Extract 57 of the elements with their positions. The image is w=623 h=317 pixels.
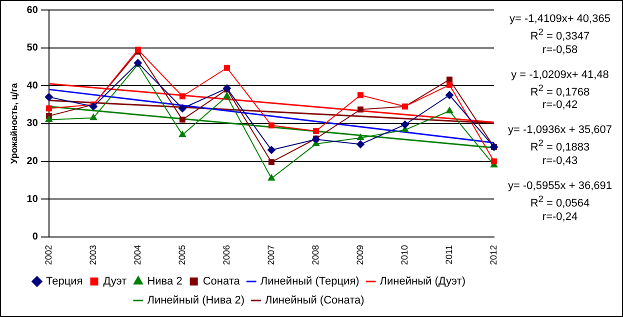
point	[446, 76, 452, 83]
text: y= -1,4109x+ 40,365 R$^{2}$ = 0,3347 r=-0,58	[508, 13, 612, 57]
x-tick-label: 2007	[266, 244, 276, 266]
point	[267, 146, 276, 154]
y-tick-label: 0	[32, 232, 38, 243]
point	[179, 116, 186, 123]
point	[44, 93, 53, 102]
point	[446, 82, 452, 88]
y-axis-title: Урожайность, ц/га	[8, 82, 19, 164]
point	[90, 114, 97, 120]
legend-label: Соната	[202, 276, 241, 288]
legend-label: Линейный (Нива 2)	[147, 294, 245, 307]
point	[358, 92, 364, 98]
legend-label: Линейный (Дуэт)	[380, 276, 466, 288]
y-tick-label: 30	[26, 118, 38, 130]
point	[445, 91, 454, 100]
point	[268, 122, 274, 128]
point	[491, 158, 497, 164]
x-tick-label: 2008	[310, 244, 320, 266]
y-tick-label: 40	[26, 80, 38, 92]
legend-label: Терция	[46, 276, 83, 288]
point	[358, 106, 364, 112]
point	[268, 159, 274, 166]
x-tick-label: 2004	[132, 244, 142, 266]
x-tick-label: 2011	[444, 244, 454, 264]
text: y= -0,5955x + 36,691 R$^{2}$ = 0,0564 r=-0,24	[507, 180, 613, 224]
point	[178, 130, 186, 138]
point	[446, 107, 454, 114]
y-tick-label: 20	[26, 156, 38, 168]
point	[356, 134, 364, 140]
x-tick-label: 2009	[354, 244, 365, 266]
legend-label: Линейный (Соната)	[265, 294, 364, 307]
point	[179, 93, 186, 100]
point	[89, 102, 98, 110]
x-tick-label: 2002	[43, 244, 54, 266]
point	[45, 116, 52, 122]
point	[178, 104, 186, 112]
legend-label: Дуэт	[103, 276, 127, 288]
point	[268, 174, 275, 181]
point	[223, 92, 230, 98]
point	[356, 140, 364, 148]
legend-label: Нива 2	[147, 276, 182, 288]
x-tick-label: 2006	[221, 244, 232, 266]
x-tick-label: 2005	[176, 244, 187, 266]
text: y = -1,0209x+ 41,48 R$^{2}$ = 0,1768 r=-0,42	[510, 68, 610, 112]
x-tick-label: 2010	[399, 244, 410, 266]
point	[46, 105, 52, 112]
point	[312, 128, 319, 134]
point	[400, 120, 409, 129]
point	[224, 64, 230, 71]
y-tick-label: 60	[26, 4, 38, 16]
x-tick-label: 2012	[488, 244, 498, 266]
text: y= -1,0936x + 35,607 R$^{2}$ = 0,1883 r=-0,43	[507, 124, 613, 168]
y-tick-label: 50	[26, 42, 38, 54]
legend-label: Линейный (Терция)	[260, 276, 360, 288]
x-tick-label: 2003	[88, 244, 98, 266]
y-tick-label: 10	[26, 194, 38, 205]
